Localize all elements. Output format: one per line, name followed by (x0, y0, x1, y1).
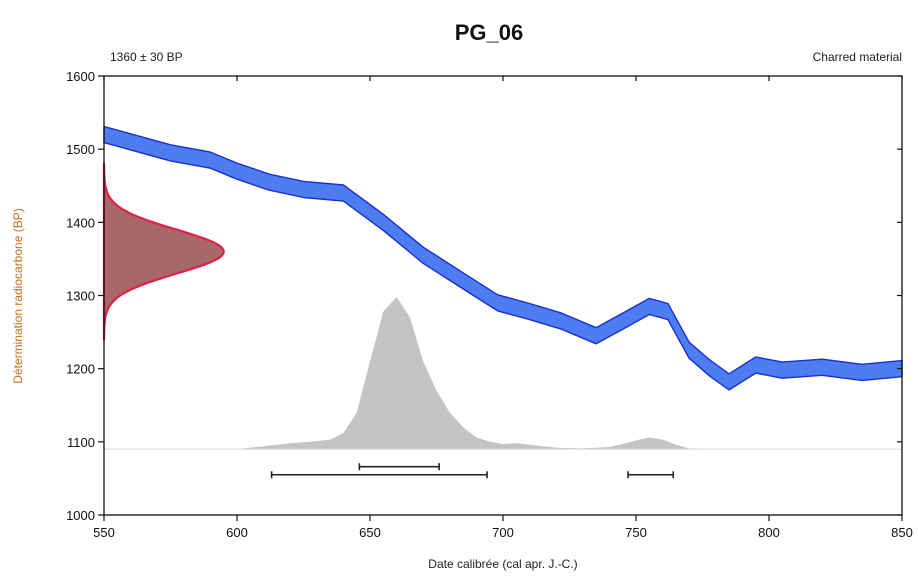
x-tick-label: 750 (625, 525, 647, 540)
y-tick-label: 1300 (66, 289, 95, 304)
y-tick-label: 1000 (66, 508, 95, 523)
posterior-distribution-area (237, 297, 902, 450)
x-tick-label: 600 (226, 525, 248, 540)
chart-title: PG_06 (455, 20, 524, 45)
x-tick-label: 800 (758, 525, 780, 540)
y-tick-label: 1600 (66, 69, 95, 84)
sample-material-label: Charred material (813, 50, 902, 64)
calibrated-range-bar (627, 471, 675, 479)
calibrated-range-bar (270, 471, 488, 479)
x-tick-label: 850 (891, 525, 913, 540)
radiocarbon-age-label: 1360 ± 30 BP (110, 50, 183, 64)
calibration-curve-band (103, 125, 903, 391)
y-tick-label: 1500 (66, 142, 95, 157)
plot-area (102, 125, 903, 479)
x-axis-title: Date calibrée (cal apr. J.-C.) (428, 557, 577, 571)
y-tick-label: 1400 (66, 215, 95, 230)
x-axis: 550 600 650 700 750 800 850 (93, 76, 913, 540)
y-tick-label: 1200 (66, 362, 95, 377)
radiocarbon-distribution (102, 162, 225, 341)
y-axis: 1000 1100 1200 1300 1400 1500 1600 (66, 69, 902, 523)
y-axis-title: Détermination radiocarbone (BP) (11, 208, 25, 383)
x-tick-label: 700 (492, 525, 514, 540)
x-tick-label: 650 (359, 525, 381, 540)
x-tick-label: 550 (93, 525, 115, 540)
y-tick-label: 1100 (67, 435, 95, 450)
calibrated-range-bar (358, 463, 440, 471)
